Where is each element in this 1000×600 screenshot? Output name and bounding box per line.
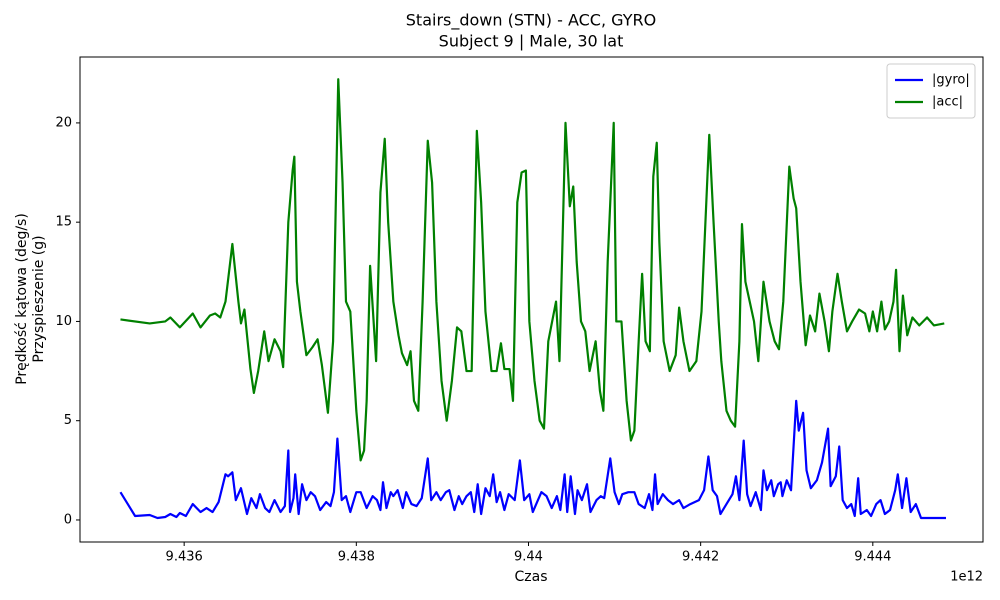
plot-frame	[79, 56, 984, 543]
y-axis-label: Prędkość kątowa (deg/s)	[14, 213, 30, 385]
legend-box	[886, 63, 976, 119]
x-tick-label: 9.436	[166, 550, 203, 565]
x-offset-label: 1e12	[950, 570, 983, 585]
legend-label: |gyro|	[932, 73, 970, 88]
y-tick-label: 0	[64, 512, 72, 527]
y-tick-label: 10	[55, 314, 72, 329]
y-axis-label-2: Przyspieszenie (g)	[31, 235, 47, 362]
x-tick-label: 9.442	[682, 550, 719, 565]
x-tick-label: 9.438	[338, 550, 375, 565]
chart-title: Stairs_down (STN) - ACC, GYRO	[406, 11, 656, 31]
y-tick-label: 5	[64, 413, 72, 428]
chart-subtitle: Subject 9 | Male, 30 lat	[439, 32, 624, 51]
data-line	[119, 399, 946, 520]
x-axis-label: Czas	[515, 569, 548, 585]
y-tick-label: 20	[55, 115, 72, 130]
data-line	[120, 78, 945, 462]
legend-label: |acc|	[932, 95, 963, 110]
y-tick-label: 15	[55, 215, 72, 230]
x-tick-label: 9.444	[854, 550, 891, 565]
x-tick-label: 9.44	[514, 550, 543, 565]
